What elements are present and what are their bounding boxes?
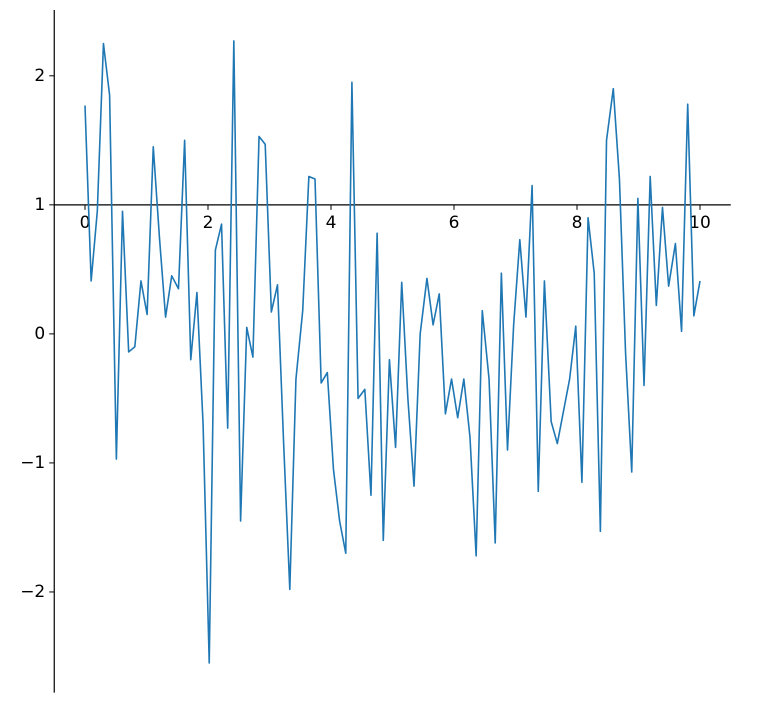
y-tick-label: 2 (34, 66, 45, 86)
y-tick-label: 0 (34, 324, 45, 344)
x-tick-label: 10 (689, 213, 711, 233)
y-tick-label: −1 (20, 453, 45, 473)
y-tick-label: −2 (20, 582, 45, 602)
data-line (84, 40, 701, 664)
x-tick-label: 0 (80, 213, 91, 233)
x-tick-label: 6 (449, 213, 460, 233)
x-tick-label: 8 (572, 213, 583, 233)
y-tick-label: 1 (34, 195, 45, 215)
x-tick-label: 4 (326, 213, 337, 233)
x-tick-label: 2 (203, 213, 214, 233)
